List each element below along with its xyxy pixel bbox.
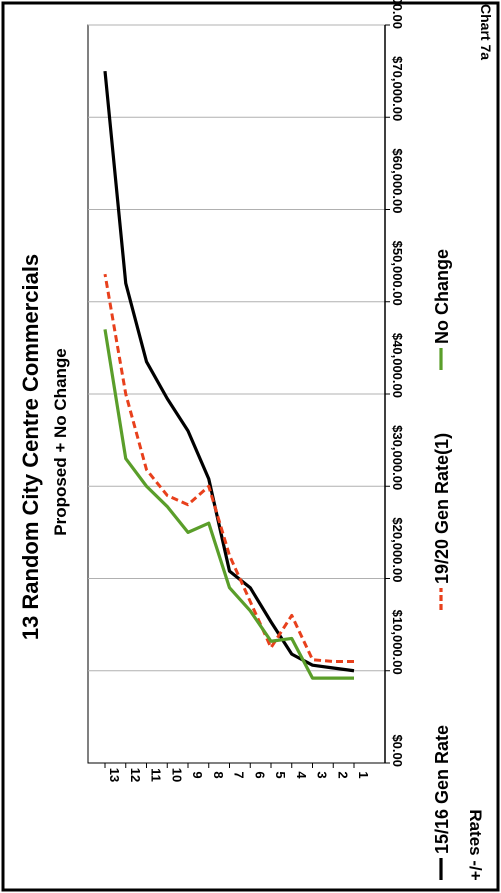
category-tick-label: 5: [273, 771, 288, 778]
value-tick-label: $60,000.00: [390, 148, 405, 213]
category-tick-label: 6: [252, 771, 267, 778]
value-tick-label: $70,000.00: [390, 56, 405, 121]
value-tick-label: $10,000.00: [390, 610, 405, 675]
value-tick-label: $30,000.00: [390, 425, 405, 490]
category-tick-label: 12: [128, 768, 143, 782]
y-axis-label: Rates -/+: [466, 809, 485, 880]
series-line-3: [103, 329, 354, 680]
category-tick-label: 13: [107, 768, 122, 782]
category-tick-label: 10: [169, 768, 184, 782]
value-tick-label: $40,000.00: [390, 333, 405, 398]
category-tick-label: 1: [356, 771, 371, 778]
legend-label-1: 15/16 Gen Rate: [432, 725, 452, 854]
value-tick-label: $20,000.00: [390, 517, 405, 582]
value-tick-label: $50,000.00: [390, 241, 405, 306]
value-tick-label: $80,000.00: [390, 0, 405, 29]
category-tick-label: 3: [315, 771, 330, 778]
category-tick-label: 2: [335, 771, 350, 778]
category-tick-label: 4: [294, 771, 309, 779]
category-tick-label: 11: [149, 768, 164, 782]
category-tick-label: 8: [211, 771, 226, 778]
legend-label-3: No Change: [432, 249, 452, 344]
chart-tag: Chart 7a: [478, 4, 494, 60]
chart-title: 13 Random City Centre Commercials: [18, 254, 43, 640]
value-tick-label: $0.00: [390, 734, 405, 767]
legend: 15/16 Gen Rate 19/20 Gen Rate(1) No Change: [432, 249, 452, 880]
series-line-2: [103, 273, 354, 664]
chart-subtitle: Proposed + No Change: [51, 348, 70, 536]
category-tick-label: 7: [232, 771, 247, 778]
plot-area: $0.00 $10,000.00 $20,000.00 $30,000.00 $40,0…: [87, 0, 405, 782]
series-line-1: [103, 70, 355, 673]
category-tick-label: 9: [190, 771, 205, 778]
legend-label-2: 19/20 Gen Rate(1): [432, 433, 452, 584]
